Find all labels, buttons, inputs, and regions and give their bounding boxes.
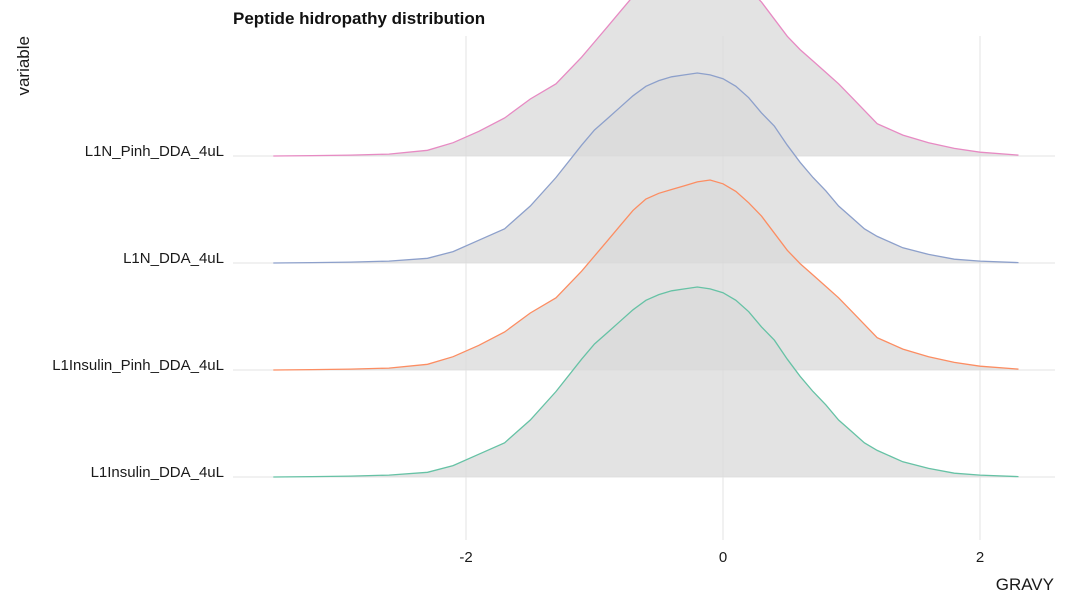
ridge-line bbox=[273, 286, 1019, 478]
x-axis-title: GRAVY bbox=[996, 575, 1054, 594]
row-label: L1N_Pinh_DDA_4uL bbox=[85, 143, 224, 160]
chart-title: Peptide hidropathy distribution bbox=[233, 9, 485, 28]
x-tick-label: 2 bbox=[976, 549, 984, 566]
ridge-layer bbox=[273, 0, 1019, 478]
row-label: L1Insulin_Pinh_DDA_4uL bbox=[52, 357, 224, 374]
x-tick-label: 0 bbox=[719, 549, 727, 566]
y-axis-title: variable bbox=[14, 36, 33, 96]
ridge-line bbox=[273, 0, 1019, 157]
ridge-line bbox=[273, 72, 1019, 264]
ridge-area bbox=[273, 73, 1019, 263]
row-label: L1N_DDA_4uL bbox=[123, 250, 224, 267]
ridge-area bbox=[273, 0, 1019, 156]
ridge-area bbox=[273, 180, 1019, 370]
x-tick-label: -2 bbox=[459, 549, 472, 566]
label-layer: -2 0 2 L1N_Pinh_DDA_4uL L1N_DDA_4uL L1Insulin… bbox=[52, 143, 984, 566]
row-label: L1Insulin_DDA_4uL bbox=[91, 464, 224, 481]
ridge-area bbox=[273, 287, 1019, 477]
ridge-line bbox=[273, 179, 1019, 371]
